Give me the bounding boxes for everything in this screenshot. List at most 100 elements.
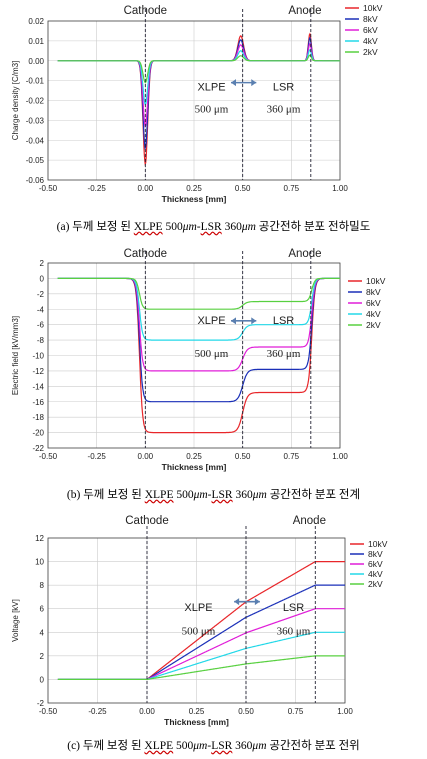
plot-frame bbox=[47, 262, 341, 449]
caption-c-prefix: (c) 두께 보정 된 bbox=[67, 740, 145, 752]
caption-a-um2: μm bbox=[241, 221, 256, 233]
legend-label-8kV: 8kV bbox=[368, 549, 383, 559]
caption-c-xlpe: XLPE bbox=[144, 740, 174, 752]
anode-label: Anode bbox=[288, 5, 321, 17]
caption-a: (a) 두께 보정 된 XLPE 500μm-LSR 360μm 공간전하 분포… bbox=[0, 218, 427, 234]
series-line-2kV bbox=[57, 277, 340, 310]
panel-charge-density: -0.50 -0.25 0.00 0.25 0.50 0.75 1.00 0.02 0.01 0.… bbox=[0, 0, 427, 210]
x-tick-label: -0.25 bbox=[88, 707, 107, 716]
caption-c: (c) 두께 보정 된 XLPE 500μm-LSR 360μm 공간전하 분포… bbox=[0, 737, 427, 753]
legend-label-4kV: 4kV bbox=[363, 36, 378, 46]
caption-b-mid: 500 bbox=[173, 489, 194, 501]
caption-c-lsr: LSR bbox=[211, 740, 233, 752]
y-tick-label: -0.04 bbox=[26, 136, 45, 145]
legend-label-6kV: 6kV bbox=[368, 559, 383, 569]
arrow-right-icon bbox=[251, 317, 257, 325]
y-tick-label: -12 bbox=[32, 367, 44, 376]
caption-b-prefix: (b) 두께 보정 된 bbox=[66, 489, 145, 501]
y-tick-label: -8 bbox=[37, 336, 45, 345]
caption-b-suffix: 공간전하 분포 전계 bbox=[266, 489, 361, 501]
y-tick-label: 10 bbox=[35, 558, 44, 567]
legend-label-2kV: 2kV bbox=[363, 47, 378, 57]
caption-b-lsr: LSR bbox=[211, 489, 233, 501]
arrow-left-icon bbox=[230, 79, 236, 87]
x-tick-label: 0.50 bbox=[235, 184, 251, 193]
y-tick-label: -20 bbox=[32, 429, 44, 438]
legend-label-2kV: 2kV bbox=[366, 320, 381, 330]
legend-label-8kV: 8kV bbox=[363, 14, 378, 24]
caption-c-suffix: 공간전하 분포 전위 bbox=[266, 740, 360, 752]
caption-c-mid2: 360 bbox=[232, 740, 253, 752]
plot-frame bbox=[47, 20, 341, 181]
series-line-4kV bbox=[57, 48, 340, 106]
y-axis-label: Charge density [C/m3] bbox=[11, 61, 20, 141]
grid-group bbox=[47, 537, 346, 704]
legend-label-4kV: 4kV bbox=[368, 569, 383, 579]
x-tick-label: -0.25 bbox=[88, 184, 107, 193]
legend-label-10kV: 10kV bbox=[368, 539, 388, 549]
y-tick-label: -10 bbox=[32, 352, 44, 361]
caption-b-dash: - bbox=[207, 489, 212, 501]
plot-frame bbox=[47, 537, 346, 704]
y-tick-label: 12 bbox=[35, 534, 44, 543]
y-tick-label: 8 bbox=[40, 581, 45, 590]
y-axis-label: Voltage [kV] bbox=[11, 599, 20, 642]
y-tick-label: -2 bbox=[37, 699, 45, 708]
y-tick-label: 2 bbox=[40, 259, 45, 268]
xlpe-label: XLPE bbox=[197, 82, 225, 94]
y-tick-label: 6 bbox=[40, 605, 45, 614]
xlpe-thickness: 500 μm bbox=[195, 103, 229, 115]
panel-voltage: -0.50 -0.25 0.00 0.25 0.50 0.75 1.00 12 10 8 6 4 2 0 -… bbox=[0, 510, 427, 730]
xlpe-thickness: 500 μm bbox=[182, 626, 216, 638]
y-tick-label: -2 bbox=[37, 290, 45, 299]
y-tick-label: 0.02 bbox=[28, 17, 44, 26]
cathode-label: Cathode bbox=[125, 515, 168, 527]
caption-a-mid2: 360 bbox=[221, 221, 242, 233]
legend-label-6kV: 6kV bbox=[366, 298, 381, 308]
x-axis-label: Thickness [mm] bbox=[162, 194, 227, 204]
arrow-left-icon bbox=[234, 598, 240, 606]
caption-b-xlpe: XLPE bbox=[144, 489, 174, 501]
y-tick-label: -0.06 bbox=[26, 176, 45, 185]
x-axis-label: Thickness [mm] bbox=[164, 717, 229, 727]
y-axis-label: Electric field [kV/mm3] bbox=[11, 316, 20, 395]
x-tick-label: 0.25 bbox=[186, 184, 202, 193]
anode-label: Anode bbox=[293, 515, 326, 527]
x-tick-label: -0.50 bbox=[39, 184, 58, 193]
x-tick-label: -0.50 bbox=[39, 452, 58, 461]
chart-electric-field: -0.50 -0.25 0.00 0.25 0.50 0.75 1.00 2 0 -2 -4 -6 -8… bbox=[11, 248, 386, 472]
legend-label-2kV: 2kV bbox=[368, 579, 383, 589]
x-tick-label: -0.50 bbox=[39, 707, 58, 716]
y-tick-label: 0 bbox=[40, 675, 45, 684]
x-tick-label: 0.25 bbox=[186, 452, 202, 461]
caption-a-lsr: LSR bbox=[200, 221, 222, 233]
arrow-right-icon bbox=[254, 598, 260, 606]
caption-a-um1: μm bbox=[182, 221, 197, 233]
legend-label-6kV: 6kV bbox=[363, 25, 378, 35]
lsr-thickness: 360 μm bbox=[277, 626, 311, 638]
y-tick-label: -18 bbox=[32, 413, 44, 422]
y-tick-label: -0.03 bbox=[26, 116, 45, 125]
lsr-label: LSR bbox=[273, 82, 294, 94]
x-tick-label: 0.00 bbox=[138, 452, 154, 461]
chart-voltage: -0.50 -0.25 0.00 0.25 0.50 0.75 1.00 12 10 8 6 4 2 0 -… bbox=[11, 515, 388, 727]
caption-a-mid: 500 bbox=[162, 221, 183, 233]
x-tick-label: 0.50 bbox=[238, 707, 254, 716]
y-tick-label: 0.01 bbox=[28, 37, 44, 46]
x-axis-label: Thickness [mm] bbox=[162, 462, 227, 472]
xlpe-thickness: 500 μm bbox=[195, 348, 229, 360]
chart-charge-density: -0.50 -0.25 0.00 0.25 0.50 0.75 1.00 0.02 0.01 0.… bbox=[11, 3, 383, 204]
caption-a-prefix: (a) 두께 보정 된 bbox=[56, 221, 134, 233]
lsr-thickness: 360 μm bbox=[267, 348, 301, 360]
arrow-right-icon bbox=[251, 79, 257, 87]
caption-a-xlpe: XLPE bbox=[133, 221, 163, 233]
panel-electric-field: -0.50 -0.25 0.00 0.25 0.50 0.75 1.00 2 0 -2 -4 -6 -8… bbox=[0, 245, 427, 475]
x-tick-label: 0.75 bbox=[284, 452, 300, 461]
y-tick-label: 0 bbox=[40, 274, 45, 283]
caption-a-dash: - bbox=[196, 221, 201, 233]
xlpe-label: XLPE bbox=[184, 602, 212, 614]
x-tick-label: 0.75 bbox=[284, 184, 300, 193]
lsr-label: LSR bbox=[283, 602, 304, 614]
legend-label-8kV: 8kV bbox=[366, 287, 381, 297]
y-tick-label: -4 bbox=[37, 305, 45, 314]
